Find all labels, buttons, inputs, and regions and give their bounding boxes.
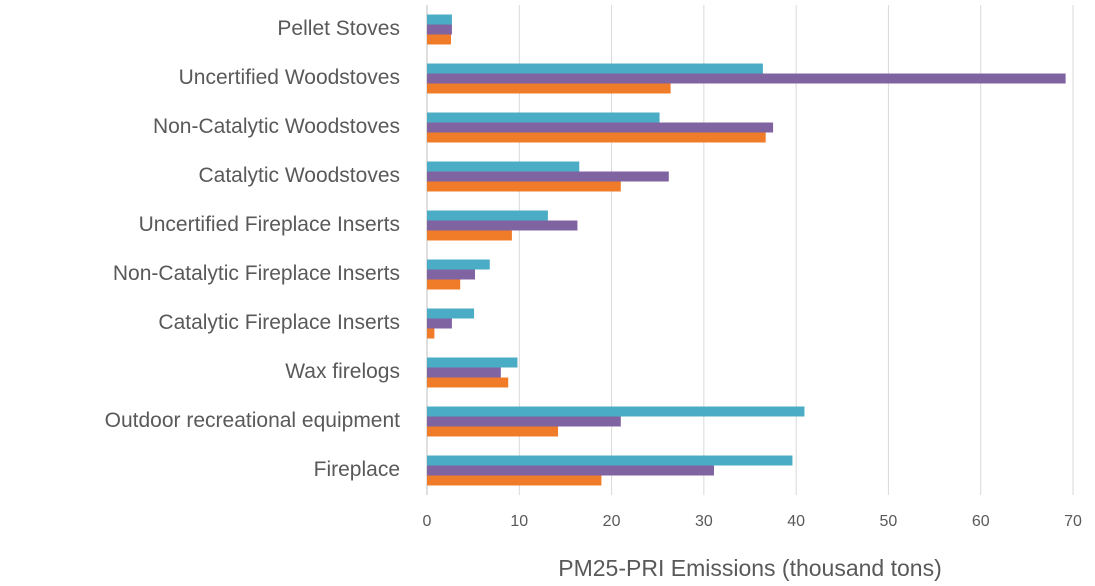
bar [427,161,580,172]
y-tick-label: Non-Catalytic Fireplace Inserts [113,262,400,285]
bar [427,279,461,290]
bar [427,465,715,476]
bar [427,220,578,231]
y-tick-label: Uncertified Fireplace Inserts [139,213,400,236]
bar [427,171,669,182]
bar [427,416,621,427]
bar [427,34,451,45]
bar [427,367,501,378]
bar [427,259,490,270]
x-axis-title: PM25-PRI Emissions (thousand tons) [558,555,942,581]
x-tick-label: 60 [972,513,990,530]
bar [427,181,621,192]
x-tick-label: 20 [603,513,621,530]
x-tick-label: 10 [510,513,528,530]
x-tick-label: 40 [787,513,805,530]
bar [427,455,793,466]
bar [427,269,475,280]
y-tick-label: Catalytic Fireplace Inserts [158,311,400,334]
y-tick-label: Wax firelogs [285,360,400,383]
bar [427,73,1066,84]
y-tick-label: Pellet Stoves [277,17,400,40]
y-tick-label: Outdoor recreational equipment [105,409,401,432]
x-tick-label: 30 [695,513,713,530]
bar [427,132,766,143]
bar [427,475,602,486]
x-tick-label: 0 [423,513,432,530]
x-tick-label: 70 [1064,513,1082,530]
bar [427,83,671,94]
bar [427,406,805,417]
bar [427,328,435,339]
bar [427,377,509,388]
bar [427,318,452,329]
bar [427,24,452,35]
y-tick-label: Catalytic Woodstoves [198,164,400,187]
bar [427,112,660,123]
bar [427,230,512,241]
y-tick-label: Fireplace [314,458,400,481]
bar [427,63,763,74]
bar [427,357,518,368]
bar [427,308,475,319]
y-tick-label: Uncertified Woodstoves [179,66,400,89]
bar [427,210,548,221]
bar [427,14,452,25]
y-tick-label: Non-Catalytic Woodstoves [153,115,400,138]
bar [427,122,774,133]
x-tick-label: 50 [880,513,898,530]
bar [427,426,559,437]
